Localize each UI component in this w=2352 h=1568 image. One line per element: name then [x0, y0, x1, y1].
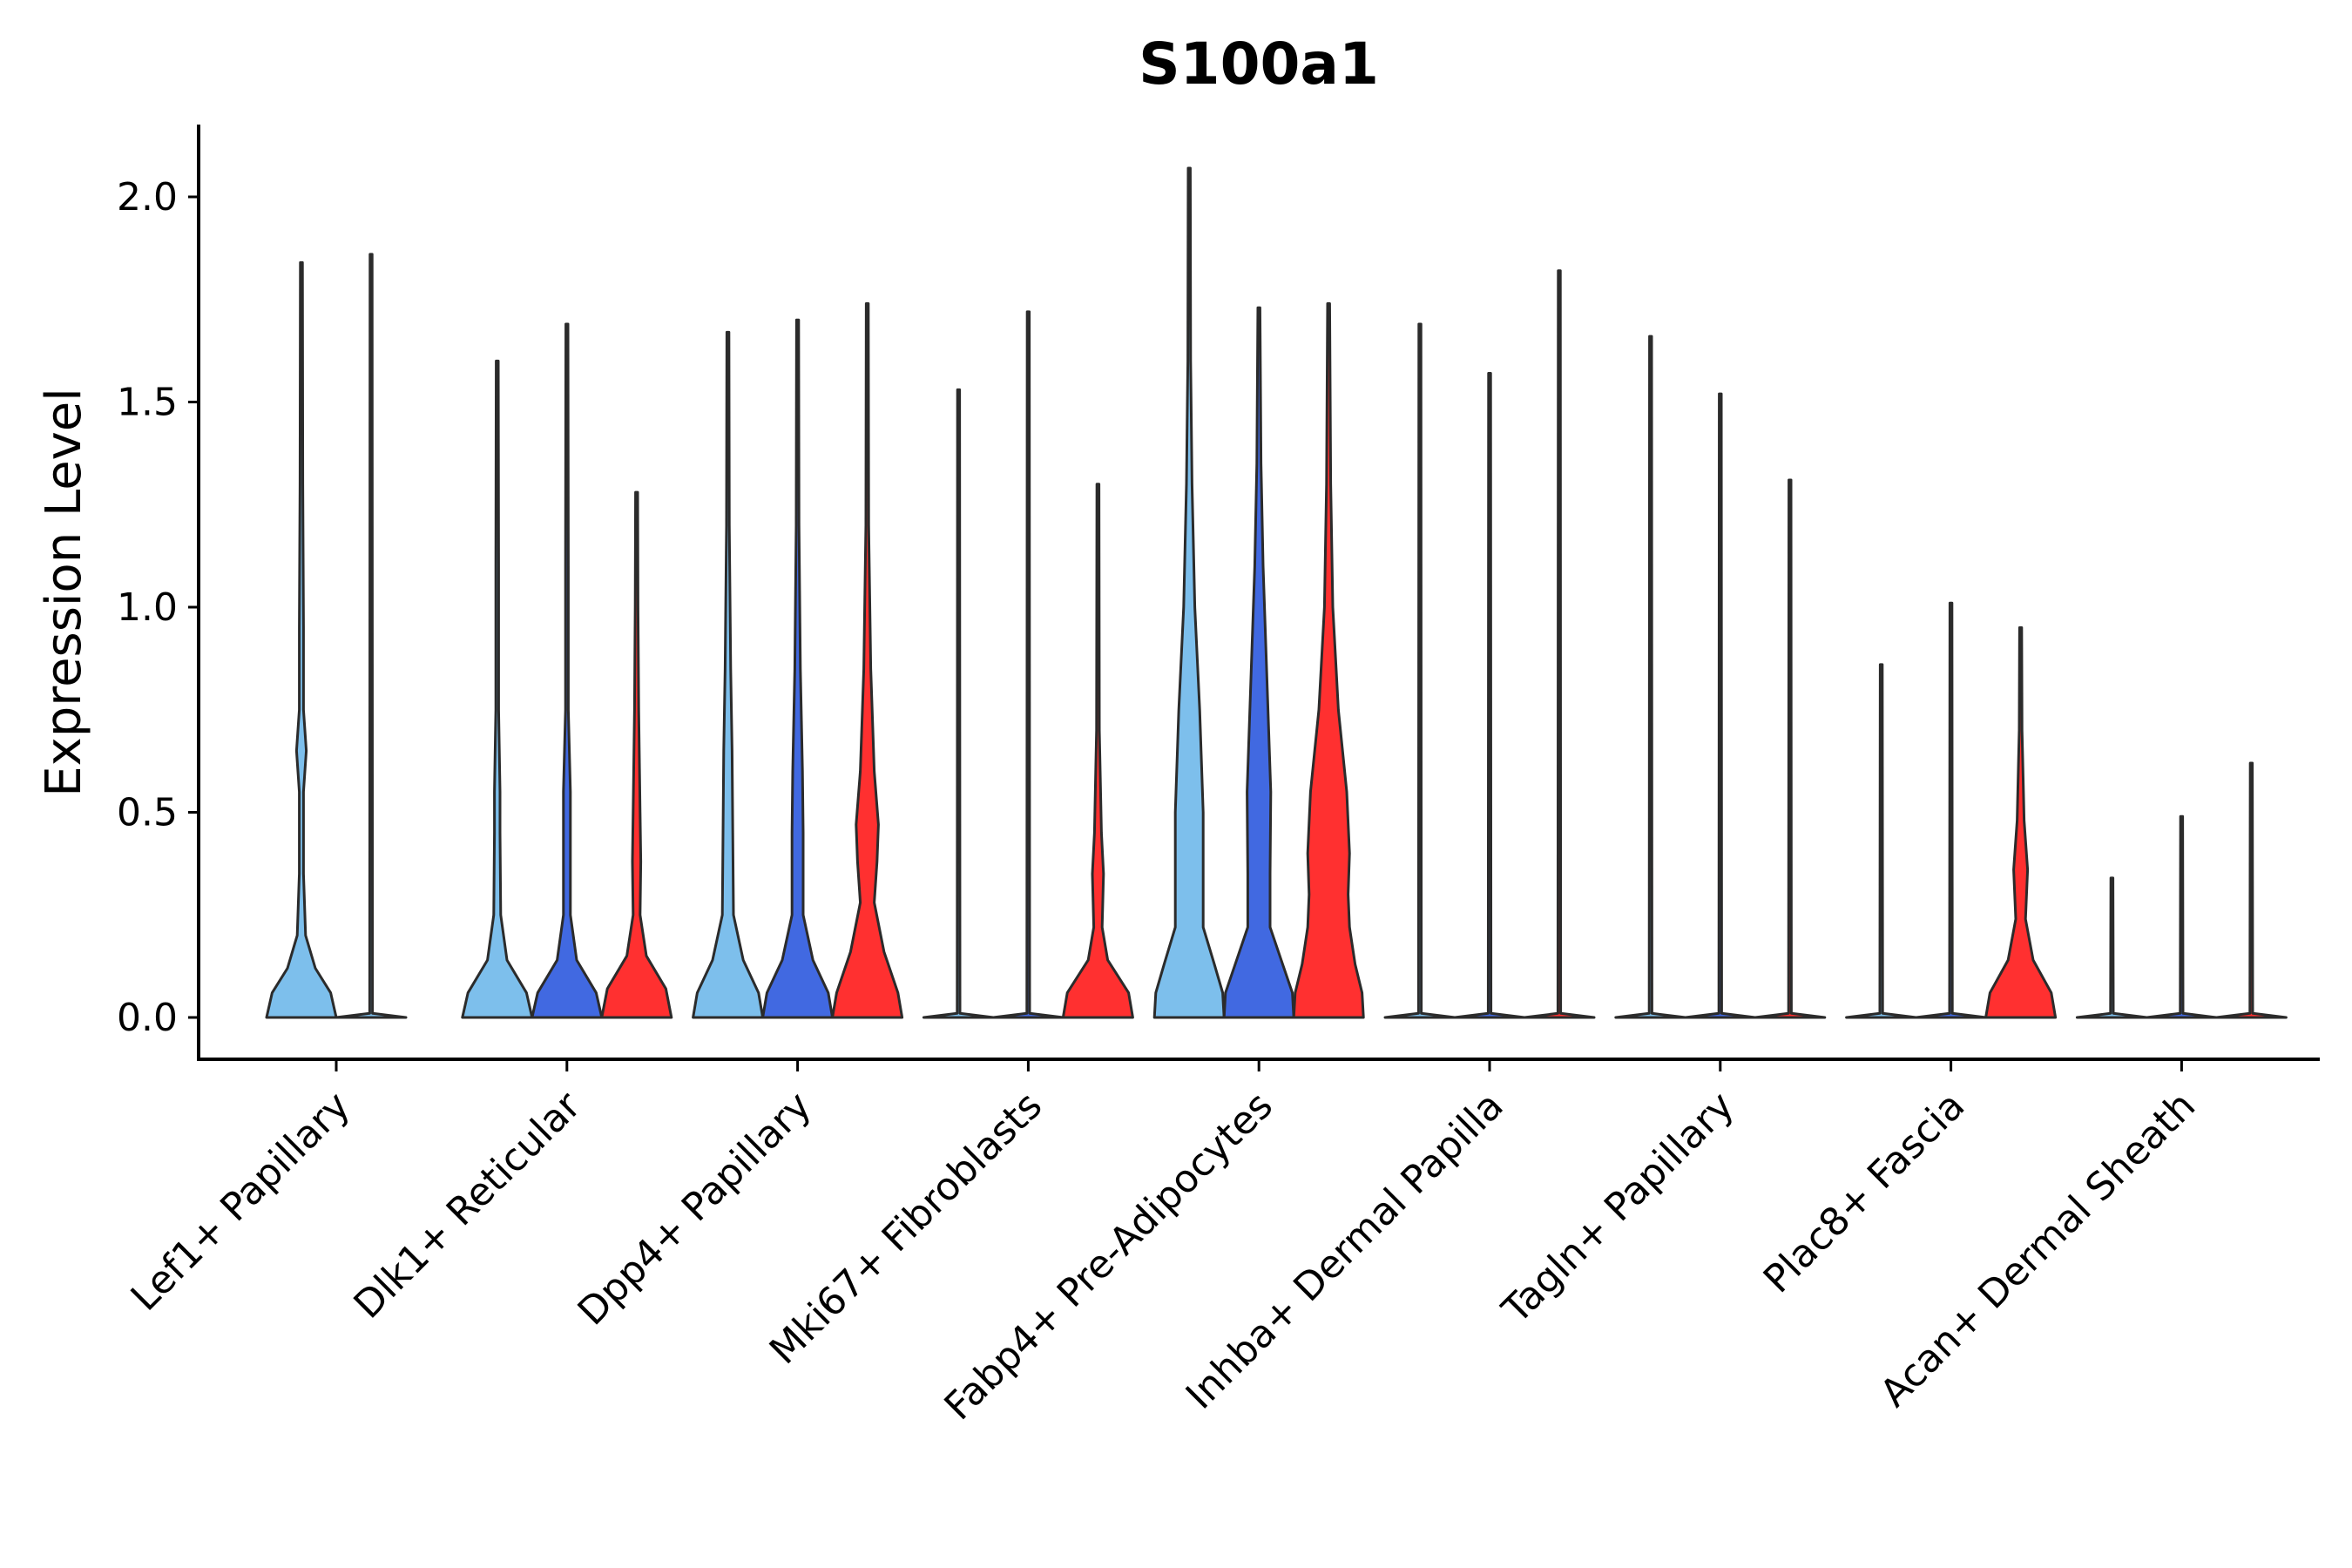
violin-2-3 [600, 490, 673, 1019]
violin-1-2 [335, 253, 408, 1019]
violin-9-1 [2075, 876, 2148, 1019]
violin-5-1 [1152, 166, 1226, 1019]
violin-3-3 [831, 302, 904, 1019]
violin-6-1 [1383, 322, 1456, 1019]
violin-9-3 [2214, 761, 2288, 1019]
y-tick-label: 1.0 [117, 585, 178, 630]
y-tick-label: 1.5 [117, 381, 178, 425]
violin-1-1 [265, 260, 338, 1019]
y-tick-label: 2.0 [117, 175, 178, 220]
violin-9-2 [2145, 814, 2218, 1019]
violin-2-1 [461, 359, 534, 1019]
violin-4-3 [1061, 483, 1134, 1019]
x-tick-label: Tagln+ Papillary [1493, 1084, 1742, 1333]
violin-5-2 [1222, 306, 1295, 1019]
y-axis-ticks: 0.0 0.5 1.0 1.5 2.0 [117, 175, 199, 1040]
y-tick-label: 0.0 [117, 996, 178, 1040]
y-tick-label: 0.5 [117, 791, 178, 835]
violin-4-1 [922, 388, 995, 1019]
x-tick-label: Dlk1+ Reticular [346, 1083, 591, 1328]
x-tick-label: Lef1+ Papillary [123, 1084, 359, 1320]
violin-5-3 [1292, 302, 1365, 1019]
violin-3-1 [692, 330, 765, 1019]
violin-6-2 [1453, 372, 1526, 1019]
violin-7-2 [1684, 392, 1757, 1019]
x-tick-label: Dpp4+ Papillary [570, 1084, 821, 1335]
violin-6-3 [1523, 269, 1596, 1019]
violin-7-3 [1754, 478, 1827, 1019]
violin-8-3 [1984, 626, 2058, 1019]
x-tick-label: Plac8+ Fascia [1755, 1084, 1974, 1302]
violin-8-1 [1845, 663, 1918, 1019]
violin-2-2 [531, 322, 604, 1019]
violin-4-2 [991, 310, 1064, 1019]
violins-layer [265, 166, 2288, 1019]
y-axis-label: Expression Level [36, 388, 92, 797]
violin-8-2 [1915, 601, 1988, 1019]
violin-7-1 [1614, 335, 1687, 1019]
chart-title: S100a1 [1139, 30, 1379, 98]
violin-3-2 [761, 318, 835, 1019]
